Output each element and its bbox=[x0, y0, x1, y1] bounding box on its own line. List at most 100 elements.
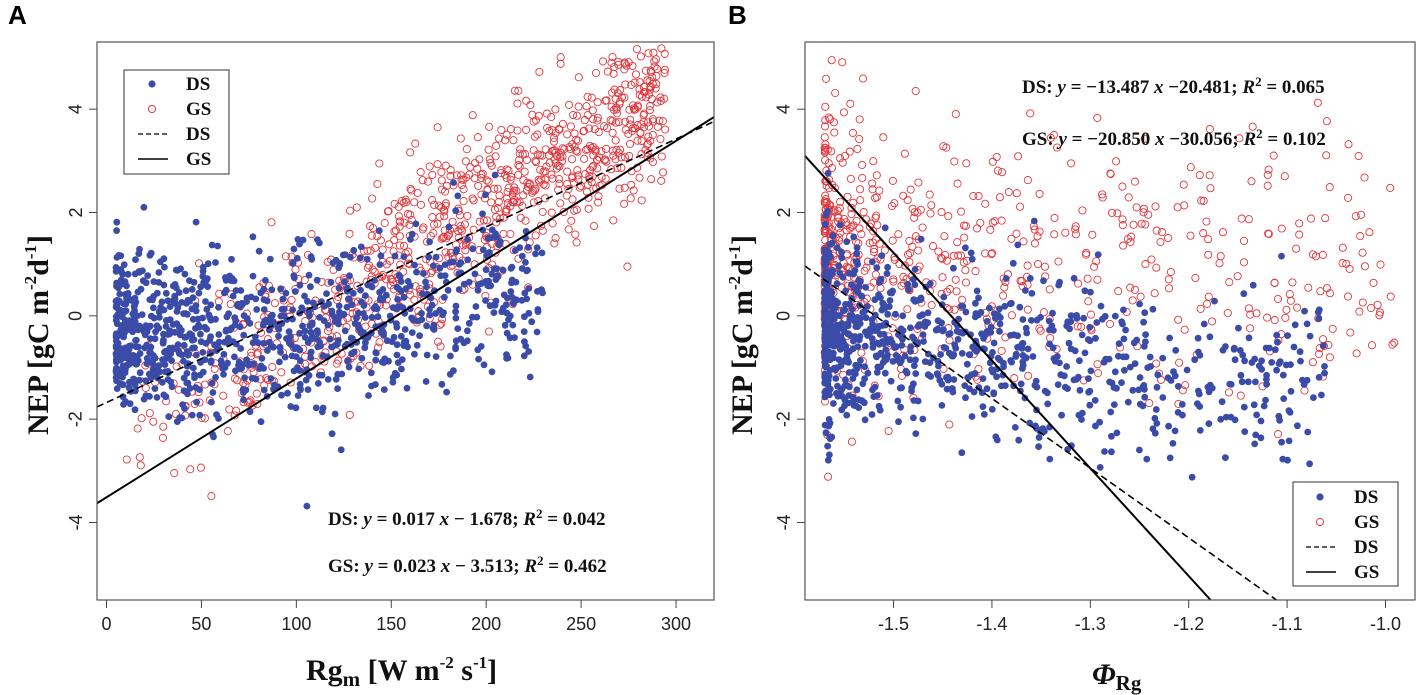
ds-point bbox=[835, 356, 843, 363]
gs-point bbox=[1180, 325, 1189, 334]
ds-point bbox=[193, 351, 200, 359]
ds-point bbox=[521, 289, 529, 297]
ds-point bbox=[996, 305, 1003, 313]
x-tick-label: -1.1 bbox=[1272, 614, 1303, 634]
x-tick-label: 50 bbox=[191, 614, 211, 634]
panel-a-y-axis-label: NEP [gC m-2d-1] bbox=[21, 235, 55, 435]
gs-point bbox=[1139, 204, 1149, 213]
ds-point bbox=[262, 277, 269, 284]
ds-point bbox=[1142, 331, 1149, 338]
ds-point bbox=[313, 276, 321, 284]
gs-point bbox=[834, 212, 843, 221]
ds-point bbox=[482, 191, 489, 199]
ds-point bbox=[916, 312, 924, 320]
gs-point bbox=[838, 158, 847, 167]
ds-point bbox=[839, 325, 847, 333]
ds-point bbox=[143, 355, 151, 362]
gs-point bbox=[646, 68, 656, 77]
ds-point bbox=[443, 388, 450, 396]
gs-point bbox=[953, 179, 962, 188]
ds-point bbox=[1252, 378, 1259, 386]
ds-point bbox=[993, 436, 1001, 444]
gs-point bbox=[502, 130, 511, 139]
ds-point bbox=[195, 289, 203, 297]
ds-point bbox=[1306, 460, 1313, 468]
ds-point bbox=[207, 358, 215, 366]
ds-point bbox=[382, 291, 390, 299]
gs-point bbox=[1136, 292, 1145, 301]
ds-point bbox=[147, 312, 155, 320]
gs-point bbox=[459, 175, 468, 184]
gs-point bbox=[954, 251, 963, 260]
gs-point bbox=[454, 227, 463, 236]
ds-point bbox=[1249, 281, 1257, 289]
ds-point bbox=[475, 355, 482, 363]
y-tick-label: 0 bbox=[774, 311, 794, 321]
gs-point bbox=[598, 57, 608, 66]
ds-point bbox=[393, 305, 401, 313]
ds-point bbox=[988, 405, 996, 413]
ds-point bbox=[335, 284, 343, 292]
ds-point bbox=[371, 277, 378, 284]
ds-point bbox=[131, 406, 139, 414]
ds-point bbox=[871, 296, 879, 304]
ds-point bbox=[1278, 438, 1285, 446]
ds-point bbox=[919, 331, 927, 338]
gs-point bbox=[572, 238, 581, 247]
gs-point bbox=[856, 185, 865, 194]
ds-point bbox=[268, 286, 276, 294]
gs-point bbox=[1328, 324, 1337, 333]
ds-point bbox=[1279, 371, 1287, 379]
gs-point bbox=[646, 136, 655, 145]
gs-point bbox=[513, 99, 522, 108]
ds-point bbox=[183, 370, 191, 377]
gs-point bbox=[868, 179, 877, 188]
panel-a-legend: DS GS DS GS bbox=[123, 69, 230, 175]
gs-point bbox=[133, 424, 142, 433]
ds-point bbox=[975, 294, 982, 302]
ds-point bbox=[904, 280, 911, 288]
ds-point bbox=[1206, 333, 1214, 341]
gs-point bbox=[509, 136, 518, 145]
ds-point bbox=[204, 260, 212, 268]
gs-point bbox=[945, 420, 954, 429]
ds-point bbox=[1019, 339, 1027, 347]
gs-point bbox=[581, 170, 590, 179]
ds-point bbox=[907, 343, 915, 350]
ds-point bbox=[423, 351, 431, 359]
gs-point bbox=[653, 122, 662, 131]
ds-point bbox=[252, 295, 260, 303]
gs-point bbox=[378, 245, 387, 254]
ds-point bbox=[1294, 422, 1301, 430]
ds-point bbox=[199, 263, 207, 271]
ds-point bbox=[993, 373, 1000, 381]
gs-point bbox=[556, 59, 565, 68]
ds-point bbox=[345, 295, 353, 303]
ds-point bbox=[407, 235, 414, 243]
ds-point bbox=[123, 295, 130, 303]
ds-point bbox=[347, 253, 354, 261]
gs-point bbox=[914, 246, 923, 255]
gs-point bbox=[1186, 231, 1195, 240]
gs-point bbox=[494, 197, 503, 206]
gs-point bbox=[974, 192, 983, 201]
ds-point bbox=[920, 338, 927, 345]
panel-a-plot-frame bbox=[96, 41, 715, 601]
gs-point bbox=[1191, 273, 1200, 283]
gs-point bbox=[988, 218, 997, 227]
gs-point bbox=[534, 111, 543, 120]
gs-point bbox=[363, 263, 372, 272]
ds-point bbox=[1235, 324, 1242, 332]
gs-point bbox=[552, 164, 561, 173]
ds-point bbox=[839, 274, 847, 281]
ds-point bbox=[120, 261, 128, 269]
ds-point bbox=[355, 365, 363, 373]
ds-point bbox=[967, 249, 975, 257]
ds-point bbox=[1196, 351, 1204, 359]
ds-point bbox=[1282, 361, 1290, 369]
ds-point bbox=[912, 430, 920, 437]
gs-point bbox=[555, 174, 564, 184]
gs-point bbox=[572, 205, 581, 214]
gs-point bbox=[345, 410, 354, 419]
ds-point bbox=[452, 343, 459, 351]
